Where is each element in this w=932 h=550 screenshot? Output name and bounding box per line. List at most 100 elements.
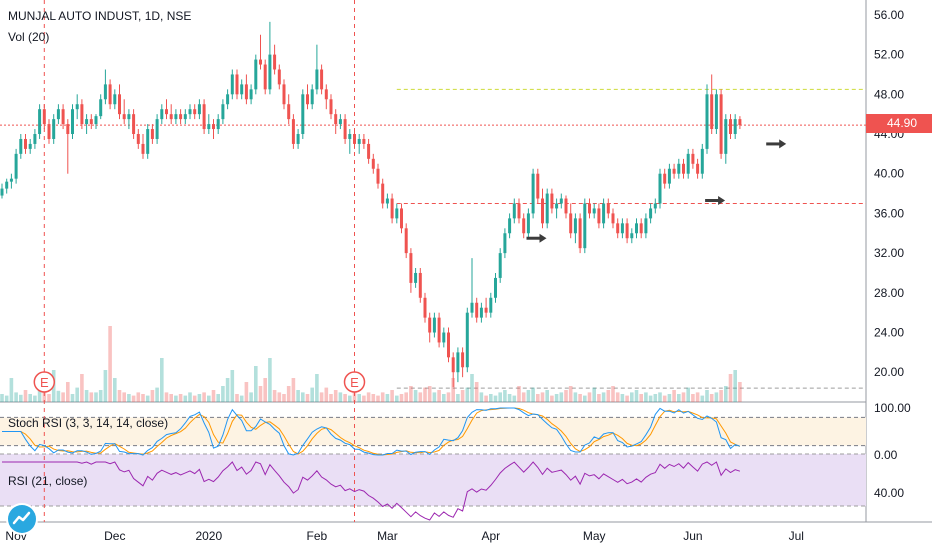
volume-bar xyxy=(601,392,606,402)
candle-body xyxy=(33,134,37,144)
volume-bar xyxy=(56,390,61,402)
volume-bar xyxy=(568,386,573,402)
volume-bar xyxy=(239,395,244,402)
candle-body xyxy=(498,253,502,278)
volume-bar xyxy=(479,392,484,402)
rsi-band xyxy=(0,454,866,506)
volume-bar xyxy=(625,395,629,402)
price-tick-label: 20.00 xyxy=(874,365,904,379)
candle-body xyxy=(677,163,681,174)
volume-bar xyxy=(489,394,493,402)
candle-body xyxy=(667,168,671,184)
volume-bar xyxy=(531,387,535,402)
volume-bar xyxy=(202,392,206,402)
volume-bar xyxy=(263,378,267,402)
candle-body xyxy=(230,74,234,95)
candle-body xyxy=(296,134,300,144)
volume-bar xyxy=(437,390,441,402)
candle-body xyxy=(541,198,544,224)
volume-bar xyxy=(19,394,23,402)
price-tick-label: 24.00 xyxy=(874,326,904,340)
candle-body xyxy=(127,114,131,120)
candle-body xyxy=(24,138,27,149)
candle-body xyxy=(465,312,469,368)
candle-body xyxy=(75,104,79,110)
candle-body xyxy=(451,357,455,373)
price-tick-label: 32.00 xyxy=(874,246,904,260)
candle-body xyxy=(428,317,432,333)
volume-bar xyxy=(503,390,507,402)
candle-body xyxy=(207,124,211,130)
volume-bar xyxy=(399,394,404,402)
volume-bar xyxy=(150,390,155,402)
volume-bar xyxy=(122,392,126,402)
candle-body xyxy=(639,223,643,234)
time-tick-label: Jun xyxy=(683,529,702,543)
candle-body xyxy=(653,203,657,209)
candle-body xyxy=(221,104,225,120)
candle-body xyxy=(409,253,413,283)
candle-body xyxy=(348,134,352,139)
candle-body xyxy=(174,114,178,120)
volume-bar xyxy=(291,378,296,402)
volume-bar xyxy=(700,395,705,402)
candle-body xyxy=(141,143,145,154)
earnings-marker xyxy=(33,371,56,393)
volume-bar xyxy=(305,394,310,402)
volume-bar xyxy=(254,366,258,402)
volume-bar xyxy=(197,394,202,402)
volume-bar xyxy=(390,390,394,402)
volume-bar xyxy=(160,358,164,402)
volume-bar xyxy=(465,387,470,402)
volume-bar xyxy=(33,395,37,402)
volume-bar xyxy=(37,384,42,402)
volume-bar xyxy=(127,394,131,402)
volume-bar xyxy=(695,392,700,402)
candle-body xyxy=(19,138,23,154)
price-tick-label: 48.00 xyxy=(874,87,904,101)
arrow-head xyxy=(718,196,726,206)
candle-body xyxy=(277,69,281,85)
candle-body xyxy=(362,138,366,144)
candle-body xyxy=(447,332,450,358)
volume-bar xyxy=(174,395,178,402)
volume-bar xyxy=(333,390,338,402)
volume-bar xyxy=(348,395,352,402)
volume-bar xyxy=(427,386,432,402)
candle-body xyxy=(183,114,187,120)
volume-bar xyxy=(611,386,615,402)
candle-body xyxy=(536,173,540,199)
candle-body xyxy=(597,208,601,224)
candle-body xyxy=(475,302,479,318)
candle-body xyxy=(254,59,258,90)
candle-body xyxy=(592,208,596,214)
candle-body xyxy=(47,124,51,139)
candle-body xyxy=(616,223,620,234)
volume-bar xyxy=(423,387,427,402)
volume-bar xyxy=(719,390,723,402)
candle-body xyxy=(202,104,206,130)
candle-body xyxy=(188,109,192,115)
volume-bar xyxy=(94,392,98,402)
volume-bar xyxy=(554,394,559,402)
volume-bar xyxy=(357,394,361,402)
candle-body xyxy=(216,119,220,130)
candle-body xyxy=(193,109,197,115)
time-tick-label: Feb xyxy=(307,529,328,543)
volume-bar xyxy=(296,390,300,402)
candle-body xyxy=(334,114,338,125)
volume-bar xyxy=(634,390,639,402)
candle-body xyxy=(94,116,98,125)
rsi-legend: RSI (21, close) xyxy=(8,474,88,488)
volume-bar xyxy=(315,374,319,402)
candle-body xyxy=(545,193,549,224)
volume-bar xyxy=(630,392,634,402)
volume-bar xyxy=(108,326,112,402)
volume-bar xyxy=(498,392,502,402)
volume-bar xyxy=(272,390,277,402)
volume-bar xyxy=(540,392,545,402)
volume-bar xyxy=(324,387,329,402)
candle-body xyxy=(672,168,676,174)
earnings-marker-label: E xyxy=(350,375,359,390)
